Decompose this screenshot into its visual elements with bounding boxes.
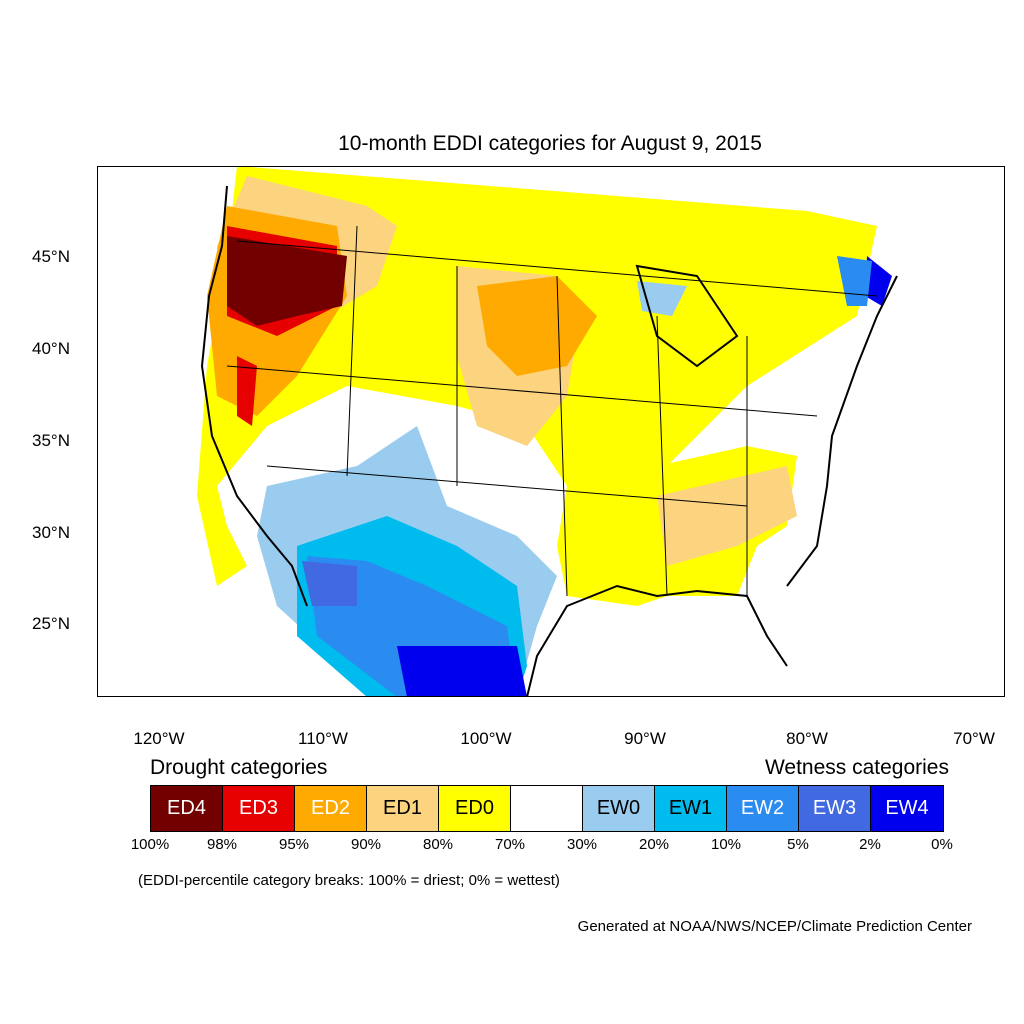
state-borders [226, 225, 878, 597]
lat-label-35: 35°N [32, 431, 70, 450]
legend-break: 5% [787, 836, 809, 853]
legend-break: 100% [130, 836, 170, 853]
category-shading [197, 166, 892, 697]
lon-label-100: 100°W [460, 729, 512, 748]
map-title: 10-month EDDI categories for August 9, 2… [338, 132, 762, 155]
region-ew3-mexico [302, 561, 357, 606]
legend-break: 70% [494, 836, 526, 853]
lon-label-70: 70°W [953, 729, 995, 748]
lat-label-25: 25°N [32, 614, 70, 633]
drought-heading: Drought categories [150, 756, 328, 779]
legend-cell-normal [511, 786, 583, 831]
credit-line: Generated at NOAA/NWS/NCEP/Climate Predi… [577, 918, 972, 935]
legend-break: 98% [206, 836, 238, 853]
lon-label-90: 90°W [624, 729, 666, 748]
lon-label-120: 120°W [133, 729, 185, 748]
region-ew4-mexico [397, 646, 527, 697]
region-ed3-sierra [237, 356, 257, 426]
legend-cell-ed2: ED2 [295, 786, 367, 831]
west-coast [200, 185, 308, 607]
category-legend: ED4 ED3 ED2 ED1 ED0 EW0 EW1 EW2 EW3 EW4 [150, 785, 944, 832]
lat-label-45: 45°N [32, 247, 70, 266]
legend-break: 10% [710, 836, 742, 853]
legend-note: (EDDI-percentile category breaks: 100% =… [138, 872, 560, 889]
legend-break: 90% [350, 836, 382, 853]
legend-cell-ed3: ED3 [223, 786, 295, 831]
legend-break: 95% [278, 836, 310, 853]
legend-cell-ew1: EW1 [655, 786, 727, 831]
region-ed1-southeast [657, 466, 797, 566]
lon-label-110: 110°W [298, 729, 348, 748]
lat-label-30: 30°N [32, 523, 70, 542]
wetness-heading: Wetness categories [764, 756, 949, 779]
lon-label-80: 80°W [786, 729, 828, 748]
legend-break: 20% [638, 836, 670, 853]
region-ed4-pacific-northwest [227, 236, 347, 326]
legend-cell-ed1: ED1 [367, 786, 439, 831]
legend-cell-ew3: EW3 [799, 786, 871, 831]
legend-cell-ew0: EW0 [583, 786, 655, 831]
coastlines-and-borders [200, 185, 898, 697]
legend-cell-ew2: EW2 [727, 786, 799, 831]
gulf-coast [526, 584, 788, 697]
legend-break: 0% [931, 836, 953, 853]
legend-break: 2% [859, 836, 881, 853]
legend-break: 30% [566, 836, 598, 853]
great-lakes [635, 264, 739, 368]
lat-label-40: 40°N [32, 339, 70, 358]
region-ed2-dakotas [477, 276, 597, 376]
legend-break: 80% [422, 836, 454, 853]
legend-cell-ew4: EW4 [871, 786, 943, 831]
east-coast [786, 275, 898, 587]
legend-cell-ed4: ED4 [151, 786, 223, 831]
legend-cell-ed0: ED0 [439, 786, 511, 831]
eddi-map [97, 166, 1005, 697]
region-ew4-maine [865, 256, 892, 306]
